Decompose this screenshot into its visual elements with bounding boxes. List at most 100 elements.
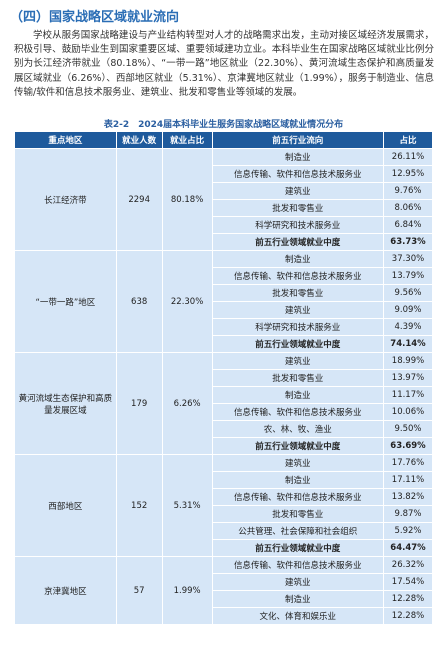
- count-cell: 152: [115, 454, 163, 557]
- share-cell: 4.39%: [382, 318, 434, 336]
- industry-cell: 制造业: [211, 148, 384, 166]
- header-cell: 前五行业流向: [211, 131, 384, 149]
- share-cell: 17.76%: [382, 454, 434, 472]
- total-value: 74.14%: [382, 335, 434, 353]
- count-cell: 179: [115, 352, 163, 455]
- share-cell: 18.99%: [382, 352, 434, 370]
- table-row: 文化、体育和娱乐业 12.28%: [15, 607, 434, 625]
- table-row: 信息传输、软件和信息技术服务业 13.79%: [15, 267, 434, 285]
- industry-cell: 信息传输、软件和信息技术服务业: [211, 488, 384, 506]
- industry-cell: 信息传输、软件和信息技术服务业: [211, 403, 384, 421]
- table-row: 信息传输、软件和信息技术服务业 12.95%: [15, 165, 434, 183]
- total-label: 前五行业领域就业中度: [211, 335, 384, 353]
- industry-cell: 农、林、牧、渔业: [211, 420, 384, 438]
- industry-cell: 批发和零售业: [211, 284, 384, 302]
- table-row: 科学研究和技术服务业 6.84%: [15, 216, 434, 234]
- region-cell: 京津冀地区: [14, 556, 117, 625]
- table: 重点地区 就业人数 就业占比 前五行业流向 占比 长江经济带 2294 80.18% 制造业 2…: [14, 131, 434, 625]
- industry-cell: 制造业: [211, 590, 384, 608]
- table-row: 批发和零售业 13.97%: [15, 369, 434, 387]
- total-value: 63.69%: [382, 437, 434, 455]
- share-cell: 9.56%: [382, 284, 434, 302]
- header-cell: 就业占比: [161, 131, 213, 149]
- share-cell: 9.50%: [382, 420, 434, 438]
- share-cell: 12.95%: [382, 165, 434, 183]
- table-caption: 表2-2 2024届本科毕业生服务国家战略区域就业情况分布: [103, 120, 344, 130]
- total-value: 63.73%: [382, 233, 434, 251]
- header-cell: 占比: [382, 131, 434, 149]
- count-cell: 57: [115, 556, 163, 625]
- industry-cell: 公共管理、社会保障和社会组织: [211, 522, 384, 540]
- industry-cell: 制造业: [211, 471, 384, 489]
- share-cell: 6.84%: [382, 216, 434, 234]
- industry-cell: 批发和零售业: [211, 199, 384, 217]
- table-row: 制造业 12.28%: [15, 590, 434, 608]
- table-row: 长江经济带 2294 80.18% 制造业 26.11%: [14, 148, 434, 251]
- industry-cell: 建筑业: [211, 182, 384, 200]
- share-cell: 26.11%: [382, 148, 434, 166]
- total-row: 前五行业领域就业中度 63.73%: [15, 233, 434, 251]
- header-row: 重点地区 就业人数 就业占比 前五行业流向 占比: [14, 131, 434, 149]
- table-row: 批发和零售业 8.06%: [15, 199, 434, 217]
- heading: （四）国家战略区域就业流向: [10, 10, 180, 25]
- share-cell: 8.06%: [382, 199, 434, 217]
- table-row: “一带一路”地区 638 22.30% 制造业 37.30%: [14, 250, 434, 353]
- header-cell: 就业人数: [115, 131, 163, 149]
- industry-cell: 文化、体育和娱乐业: [211, 607, 384, 625]
- total-value: 64.47%: [382, 539, 434, 557]
- share-cell: 9.09%: [382, 301, 434, 319]
- share-cell: 13.79%: [382, 267, 434, 285]
- total-label: 前五行业领域就业中度: [211, 437, 384, 455]
- industry-cell: 建筑业: [211, 573, 384, 591]
- industry-cell: 批发和零售业: [211, 505, 384, 523]
- industry-cell: 建筑业: [211, 301, 384, 319]
- industry-cell: 批发和零售业: [211, 369, 384, 387]
- region-cell: “一带一路”地区: [14, 250, 117, 353]
- total-label: 前五行业领域就业中度: [211, 539, 384, 557]
- ratio-cell: 1.99%: [161, 556, 213, 625]
- table-row: 制造业 11.17%: [15, 386, 434, 404]
- ratio-cell: 22.30%: [161, 250, 213, 353]
- ratio-cell: 6.26%: [161, 352, 213, 455]
- share-cell: 26.32%: [382, 556, 434, 574]
- paragraph: 学校从服务国家战略建设与产业结构转型对人才的战略需求出发，主动对接区域经济发展需…: [14, 30, 434, 98]
- share-cell: 17.11%: [382, 471, 434, 489]
- total-row: 前五行业领域就业中度 74.14%: [15, 335, 434, 353]
- header-cell: 重点地区: [14, 131, 117, 149]
- table-row: 批发和零售业 9.56%: [15, 284, 434, 302]
- share-cell: 10.06%: [382, 403, 434, 421]
- industry-cell: 信息传输、软件和信息技术服务业: [211, 267, 384, 285]
- industry-cell: 制造业: [211, 386, 384, 404]
- table-row: 黄河流域生态保护和高质量发展区域 179 6.26% 建筑业 18.99%: [14, 352, 434, 455]
- industry-cell: 信息传输、软件和信息技术服务业: [211, 556, 384, 574]
- share-cell: 12.28%: [382, 590, 434, 608]
- table-row: 科学研究和技术服务业 4.39%: [15, 318, 434, 336]
- industry-cell: 科学研究和技术服务业: [211, 216, 384, 234]
- industry-cell: 建筑业: [211, 454, 384, 472]
- industry-cell: 科学研究和技术服务业: [211, 318, 384, 336]
- share-cell: 17.54%: [382, 573, 434, 591]
- total-label: 前五行业领域就业中度: [211, 233, 384, 251]
- share-cell: 9.87%: [382, 505, 434, 523]
- share-cell: 11.17%: [382, 386, 434, 404]
- share-cell: 37.30%: [382, 250, 434, 268]
- region-cell: 西部地区: [14, 454, 117, 557]
- count-cell: 638: [115, 250, 163, 353]
- region-cell: 长江经济带: [14, 148, 117, 251]
- share-cell: 13.82%: [382, 488, 434, 506]
- table-row: 信息传输、软件和信息技术服务业 13.82%: [15, 488, 434, 506]
- share-cell: 12.28%: [382, 607, 434, 625]
- ratio-cell: 80.18%: [161, 148, 213, 251]
- share-cell: 9.76%: [382, 182, 434, 200]
- table-row: 京津冀地区 57 1.99% 信息传输、软件和信息技术服务业 26.32%: [14, 556, 434, 625]
- count-cell: 2294: [115, 148, 163, 251]
- region-cell: 黄河流域生态保护和高质量发展区域: [14, 352, 117, 455]
- share-cell: 13.97%: [382, 369, 434, 387]
- table-row: 西部地区 152 5.31% 建筑业 17.76%: [14, 454, 434, 557]
- industry-cell: 信息传输、软件和信息技术服务业: [211, 165, 384, 183]
- industry-cell: 建筑业: [211, 352, 384, 370]
- share-cell: 5.92%: [382, 522, 434, 540]
- industry-cell: 制造业: [211, 250, 384, 268]
- table-row: 公共管理、社会保障和社会组织 5.92%: [15, 522, 434, 540]
